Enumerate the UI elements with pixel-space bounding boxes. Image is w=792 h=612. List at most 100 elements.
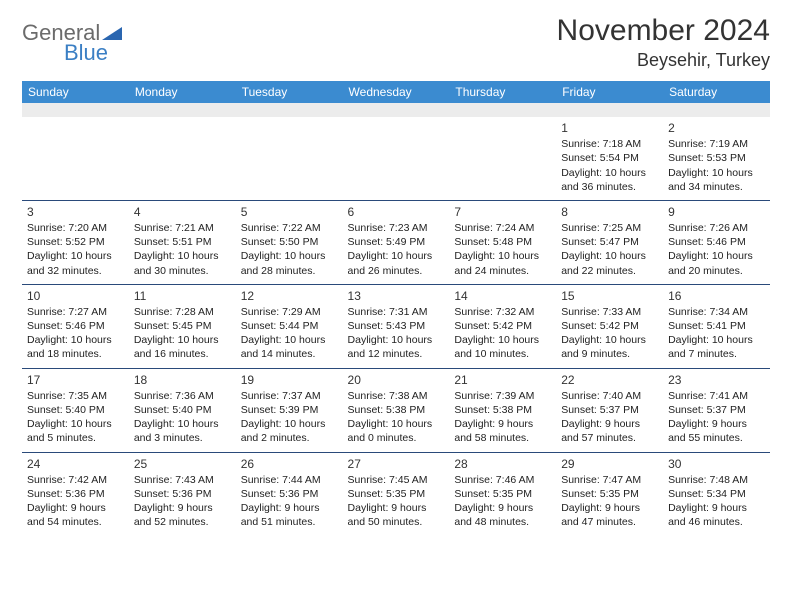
day-header-monday: Monday — [129, 81, 236, 103]
sunrise-text: Sunrise: 7:35 AM — [27, 389, 124, 403]
sunset-text: Sunset: 5:34 PM — [668, 487, 765, 501]
day-number: 7 — [454, 204, 551, 220]
sunrise-text: Sunrise: 7:42 AM — [27, 473, 124, 487]
day-number: 1 — [561, 120, 658, 136]
sunrise-text: Sunrise: 7:27 AM — [27, 305, 124, 319]
day-number: 20 — [348, 372, 445, 388]
sunrise-text: Sunrise: 7:20 AM — [27, 221, 124, 235]
day-header-saturday: Saturday — [663, 81, 770, 103]
day-cell: 7Sunrise: 7:24 AMSunset: 5:48 PMDaylight… — [449, 200, 556, 284]
sunset-text: Sunset: 5:48 PM — [454, 235, 551, 249]
day-cell: 29Sunrise: 7:47 AMSunset: 5:35 PMDayligh… — [556, 452, 663, 535]
sunset-text: Sunset: 5:51 PM — [134, 235, 231, 249]
day-header-sunday: Sunday — [22, 81, 129, 103]
daylight-text: Daylight: 10 hours and 24 minutes. — [454, 249, 551, 277]
daylight-text: Daylight: 9 hours and 48 minutes. — [454, 501, 551, 529]
sunset-text: Sunset: 5:53 PM — [668, 151, 765, 165]
daylight-text: Daylight: 10 hours and 20 minutes. — [668, 249, 765, 277]
sunrise-text: Sunrise: 7:37 AM — [241, 389, 338, 403]
sunrise-text: Sunrise: 7:41 AM — [668, 389, 765, 403]
sunrise-text: Sunrise: 7:40 AM — [561, 389, 658, 403]
day-cell: 10Sunrise: 7:27 AMSunset: 5:46 PMDayligh… — [22, 284, 129, 368]
daylight-text: Daylight: 10 hours and 26 minutes. — [348, 249, 445, 277]
day-cell: 21Sunrise: 7:39 AMSunset: 5:38 PMDayligh… — [449, 368, 556, 452]
day-cell: 5Sunrise: 7:22 AMSunset: 5:50 PMDaylight… — [236, 200, 343, 284]
sunrise-text: Sunrise: 7:23 AM — [348, 221, 445, 235]
sunset-text: Sunset: 5:38 PM — [454, 403, 551, 417]
daylight-text: Daylight: 10 hours and 5 minutes. — [27, 417, 124, 445]
sunrise-text: Sunrise: 7:22 AM — [241, 221, 338, 235]
daylight-text: Daylight: 10 hours and 9 minutes. — [561, 333, 658, 361]
day-number: 16 — [668, 288, 765, 304]
day-cell — [449, 117, 556, 200]
sunset-text: Sunset: 5:54 PM — [561, 151, 658, 165]
sunset-text: Sunset: 5:37 PM — [561, 403, 658, 417]
day-cell: 24Sunrise: 7:42 AMSunset: 5:36 PMDayligh… — [22, 452, 129, 535]
day-cell: 17Sunrise: 7:35 AMSunset: 5:40 PMDayligh… — [22, 368, 129, 452]
day-number: 3 — [27, 204, 124, 220]
week-row: 17Sunrise: 7:35 AMSunset: 5:40 PMDayligh… — [22, 368, 770, 452]
sunset-text: Sunset: 5:46 PM — [27, 319, 124, 333]
sunset-text: Sunset: 5:43 PM — [348, 319, 445, 333]
sunrise-text: Sunrise: 7:19 AM — [668, 137, 765, 151]
sunrise-text: Sunrise: 7:46 AM — [454, 473, 551, 487]
week-row: 10Sunrise: 7:27 AMSunset: 5:46 PMDayligh… — [22, 284, 770, 368]
sunrise-text: Sunrise: 7:32 AM — [454, 305, 551, 319]
daylight-text: Daylight: 10 hours and 12 minutes. — [348, 333, 445, 361]
day-cell: 27Sunrise: 7:45 AMSunset: 5:35 PMDayligh… — [343, 452, 450, 535]
day-cell: 22Sunrise: 7:40 AMSunset: 5:37 PMDayligh… — [556, 368, 663, 452]
sunrise-text: Sunrise: 7:47 AM — [561, 473, 658, 487]
daylight-text: Daylight: 9 hours and 47 minutes. — [561, 501, 658, 529]
day-cell — [22, 117, 129, 200]
sunset-text: Sunset: 5:50 PM — [241, 235, 338, 249]
day-cell: 25Sunrise: 7:43 AMSunset: 5:36 PMDayligh… — [129, 452, 236, 535]
day-cell: 12Sunrise: 7:29 AMSunset: 5:44 PMDayligh… — [236, 284, 343, 368]
month-title: November 2024 — [557, 14, 770, 48]
daylight-text: Daylight: 9 hours and 57 minutes. — [561, 417, 658, 445]
day-cell: 14Sunrise: 7:32 AMSunset: 5:42 PMDayligh… — [449, 284, 556, 368]
sunset-text: Sunset: 5:52 PM — [27, 235, 124, 249]
sunrise-text: Sunrise: 7:38 AM — [348, 389, 445, 403]
sunset-text: Sunset: 5:36 PM — [241, 487, 338, 501]
day-number: 25 — [134, 456, 231, 472]
daylight-text: Daylight: 10 hours and 14 minutes. — [241, 333, 338, 361]
day-number: 8 — [561, 204, 658, 220]
daylight-text: Daylight: 9 hours and 50 minutes. — [348, 501, 445, 529]
day-cell: 2Sunrise: 7:19 AMSunset: 5:53 PMDaylight… — [663, 117, 770, 200]
day-cell: 23Sunrise: 7:41 AMSunset: 5:37 PMDayligh… — [663, 368, 770, 452]
sunrise-text: Sunrise: 7:31 AM — [348, 305, 445, 319]
day-cell: 11Sunrise: 7:28 AMSunset: 5:45 PMDayligh… — [129, 284, 236, 368]
day-number: 11 — [134, 288, 231, 304]
sunrise-text: Sunrise: 7:26 AM — [668, 221, 765, 235]
day-cell: 18Sunrise: 7:36 AMSunset: 5:40 PMDayligh… — [129, 368, 236, 452]
day-number: 30 — [668, 456, 765, 472]
day-number: 2 — [668, 120, 765, 136]
sunrise-text: Sunrise: 7:24 AM — [454, 221, 551, 235]
day-number: 13 — [348, 288, 445, 304]
sunset-text: Sunset: 5:41 PM — [668, 319, 765, 333]
sunset-text: Sunset: 5:49 PM — [348, 235, 445, 249]
day-number: 9 — [668, 204, 765, 220]
sunset-text: Sunset: 5:44 PM — [241, 319, 338, 333]
sunrise-text: Sunrise: 7:29 AM — [241, 305, 338, 319]
week-row: 24Sunrise: 7:42 AMSunset: 5:36 PMDayligh… — [22, 452, 770, 535]
daylight-text: Daylight: 10 hours and 30 minutes. — [134, 249, 231, 277]
day-cell: 20Sunrise: 7:38 AMSunset: 5:38 PMDayligh… — [343, 368, 450, 452]
logo: GeneralBlue — [22, 20, 122, 66]
day-cell: 15Sunrise: 7:33 AMSunset: 5:42 PMDayligh… — [556, 284, 663, 368]
day-cell: 30Sunrise: 7:48 AMSunset: 5:34 PMDayligh… — [663, 452, 770, 535]
sunset-text: Sunset: 5:36 PM — [134, 487, 231, 501]
daylight-text: Daylight: 9 hours and 51 minutes. — [241, 501, 338, 529]
sunrise-text: Sunrise: 7:43 AM — [134, 473, 231, 487]
day-header-wednesday: Wednesday — [343, 81, 450, 103]
day-cell: 13Sunrise: 7:31 AMSunset: 5:43 PMDayligh… — [343, 284, 450, 368]
daylight-text: Daylight: 9 hours and 55 minutes. — [668, 417, 765, 445]
day-cell: 6Sunrise: 7:23 AMSunset: 5:49 PMDaylight… — [343, 200, 450, 284]
day-cell: 1Sunrise: 7:18 AMSunset: 5:54 PMDaylight… — [556, 117, 663, 200]
daylight-text: Daylight: 10 hours and 18 minutes. — [27, 333, 124, 361]
sunrise-text: Sunrise: 7:18 AM — [561, 137, 658, 151]
week-row: 1Sunrise: 7:18 AMSunset: 5:54 PMDaylight… — [22, 117, 770, 200]
day-cell: 26Sunrise: 7:44 AMSunset: 5:36 PMDayligh… — [236, 452, 343, 535]
day-cell: 3Sunrise: 7:20 AMSunset: 5:52 PMDaylight… — [22, 200, 129, 284]
sunset-text: Sunset: 5:40 PM — [134, 403, 231, 417]
